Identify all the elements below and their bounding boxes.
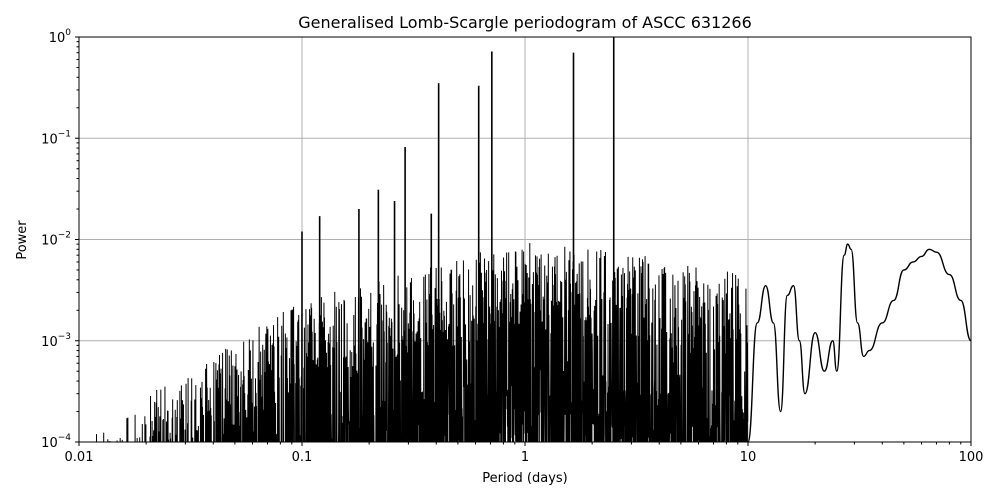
x-tick-label: 0.01 [65,450,94,465]
periodogram-dense-line [95,243,749,442]
axis-ticks: 0.01 100 0.1 10−1 1 10−2 10 10−3 100 10−4 [41,28,983,465]
y-tick-label: 100 [49,28,72,46]
y-tick-label: 10−1 [41,129,71,147]
y-tick-label: 10−4 [41,433,71,451]
periodogram-series [95,37,971,442]
chart-title: Generalised Lomb-Scargle periodogram of … [298,13,752,32]
y-axis-label: Power [15,220,30,260]
x-tick-label: 0.1 [292,450,313,465]
periodogram-smooth-tail [747,243,971,442]
x-tick-label: 1 [521,450,529,465]
y-tick-label: 10−3 [41,332,71,350]
x-tick-label: 100 [959,450,984,465]
x-tick-label: 10 [740,450,757,465]
y-tick-label: 10−2 [41,231,71,249]
x-axis-label: Period (days) [482,471,568,486]
